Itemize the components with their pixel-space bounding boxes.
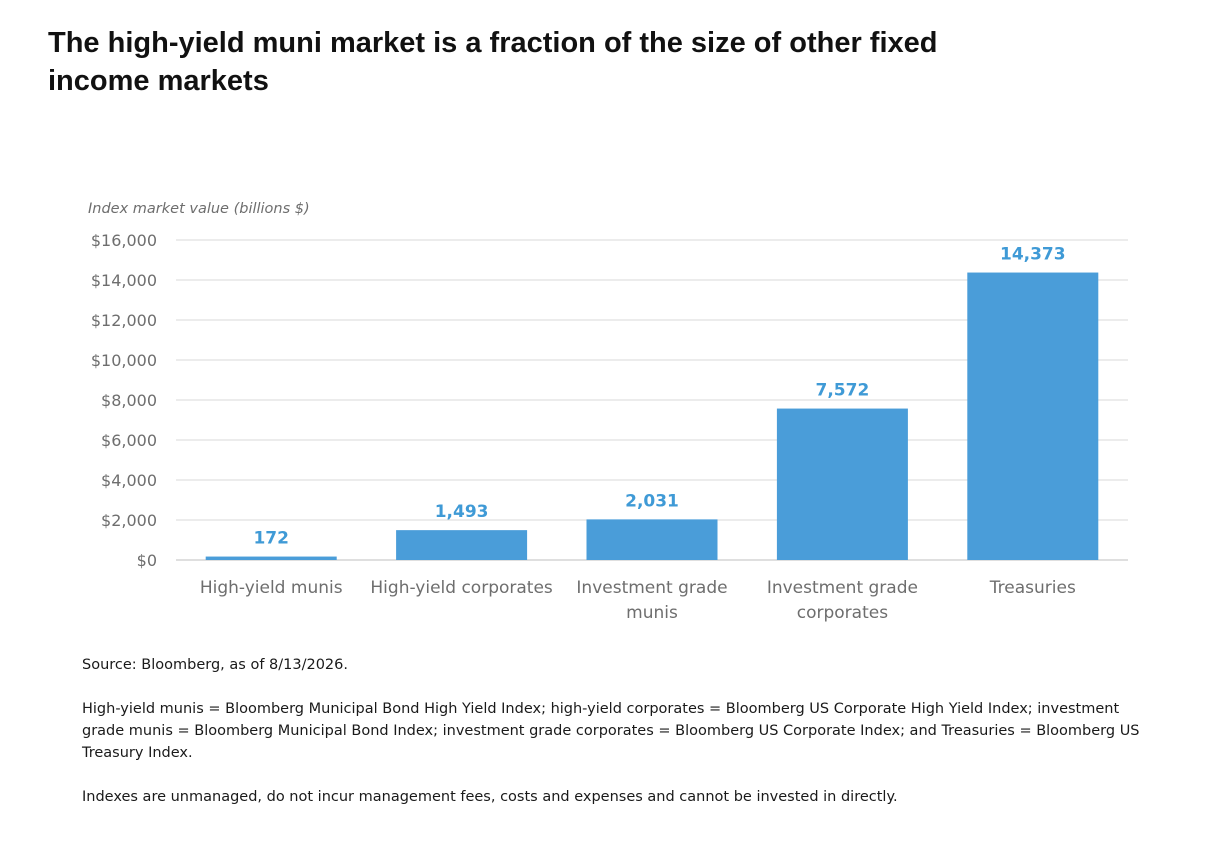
data-label: 2,031: [625, 491, 679, 511]
x-tick-label: corporates: [797, 603, 888, 623]
chart-notes: Source: Bloomberg, as of 8/13/2026. High…: [82, 654, 1142, 830]
y-tick-label: $0: [137, 551, 157, 570]
data-label: 172: [253, 529, 289, 549]
data-label: 14,373: [1000, 245, 1066, 265]
y-tick-label: $2,000: [101, 511, 157, 530]
bars: [205, 272, 1099, 560]
bar: [776, 408, 908, 560]
gridlines: [176, 239, 1128, 561]
x-tick-label: munis: [626, 603, 678, 623]
bar: [396, 530, 528, 560]
x-tick-label: Treasuries: [989, 578, 1076, 598]
y-tick-label: $10,000: [91, 351, 157, 370]
y-tick-label: $14,000: [91, 271, 157, 290]
x-tick-label: High-yield corporates: [370, 578, 553, 598]
y-axis-title: Index market value (billions $): [88, 201, 310, 217]
data-labels: 172 1,493 2,031 7,572 14,373: [253, 245, 1065, 549]
bar: [205, 556, 337, 560]
x-tick-label: Investment grade: [767, 578, 918, 598]
page-title: The high-yield muni market is a fraction…: [48, 27, 938, 97]
x-tick-label: Investment grade: [576, 578, 727, 598]
source-note: Source: Bloomberg, as of 8/13/2026.: [82, 657, 348, 673]
y-tick-label: $6,000: [101, 431, 157, 450]
disclaimer-note: Indexes are unmanaged, do not incur mana…: [82, 789, 898, 805]
data-label: 7,572: [816, 381, 870, 401]
bar: [967, 272, 1099, 560]
x-axis-ticks: High-yield munis High-yield corporates Inv…: [200, 578, 1076, 623]
y-tick-label: $8,000: [101, 391, 157, 410]
y-tick-label: $12,000: [91, 311, 157, 330]
bar: [586, 519, 718, 560]
data-label: 1,493: [435, 502, 489, 522]
x-tick-label: High-yield munis: [200, 578, 343, 598]
bar-chart: Index market value (billions $) $0 $2,000…: [88, 201, 1128, 623]
y-tick-label: $4,000: [101, 471, 157, 490]
index-definitions-note: High-yield munis = Bloomberg Municipal B…: [82, 701, 1140, 761]
y-tick-label: $16,000: [91, 231, 157, 250]
y-axis-ticks: $0 $2,000 $4,000 $6,000 $8,000 $10,000 $12,000…: [91, 231, 157, 570]
